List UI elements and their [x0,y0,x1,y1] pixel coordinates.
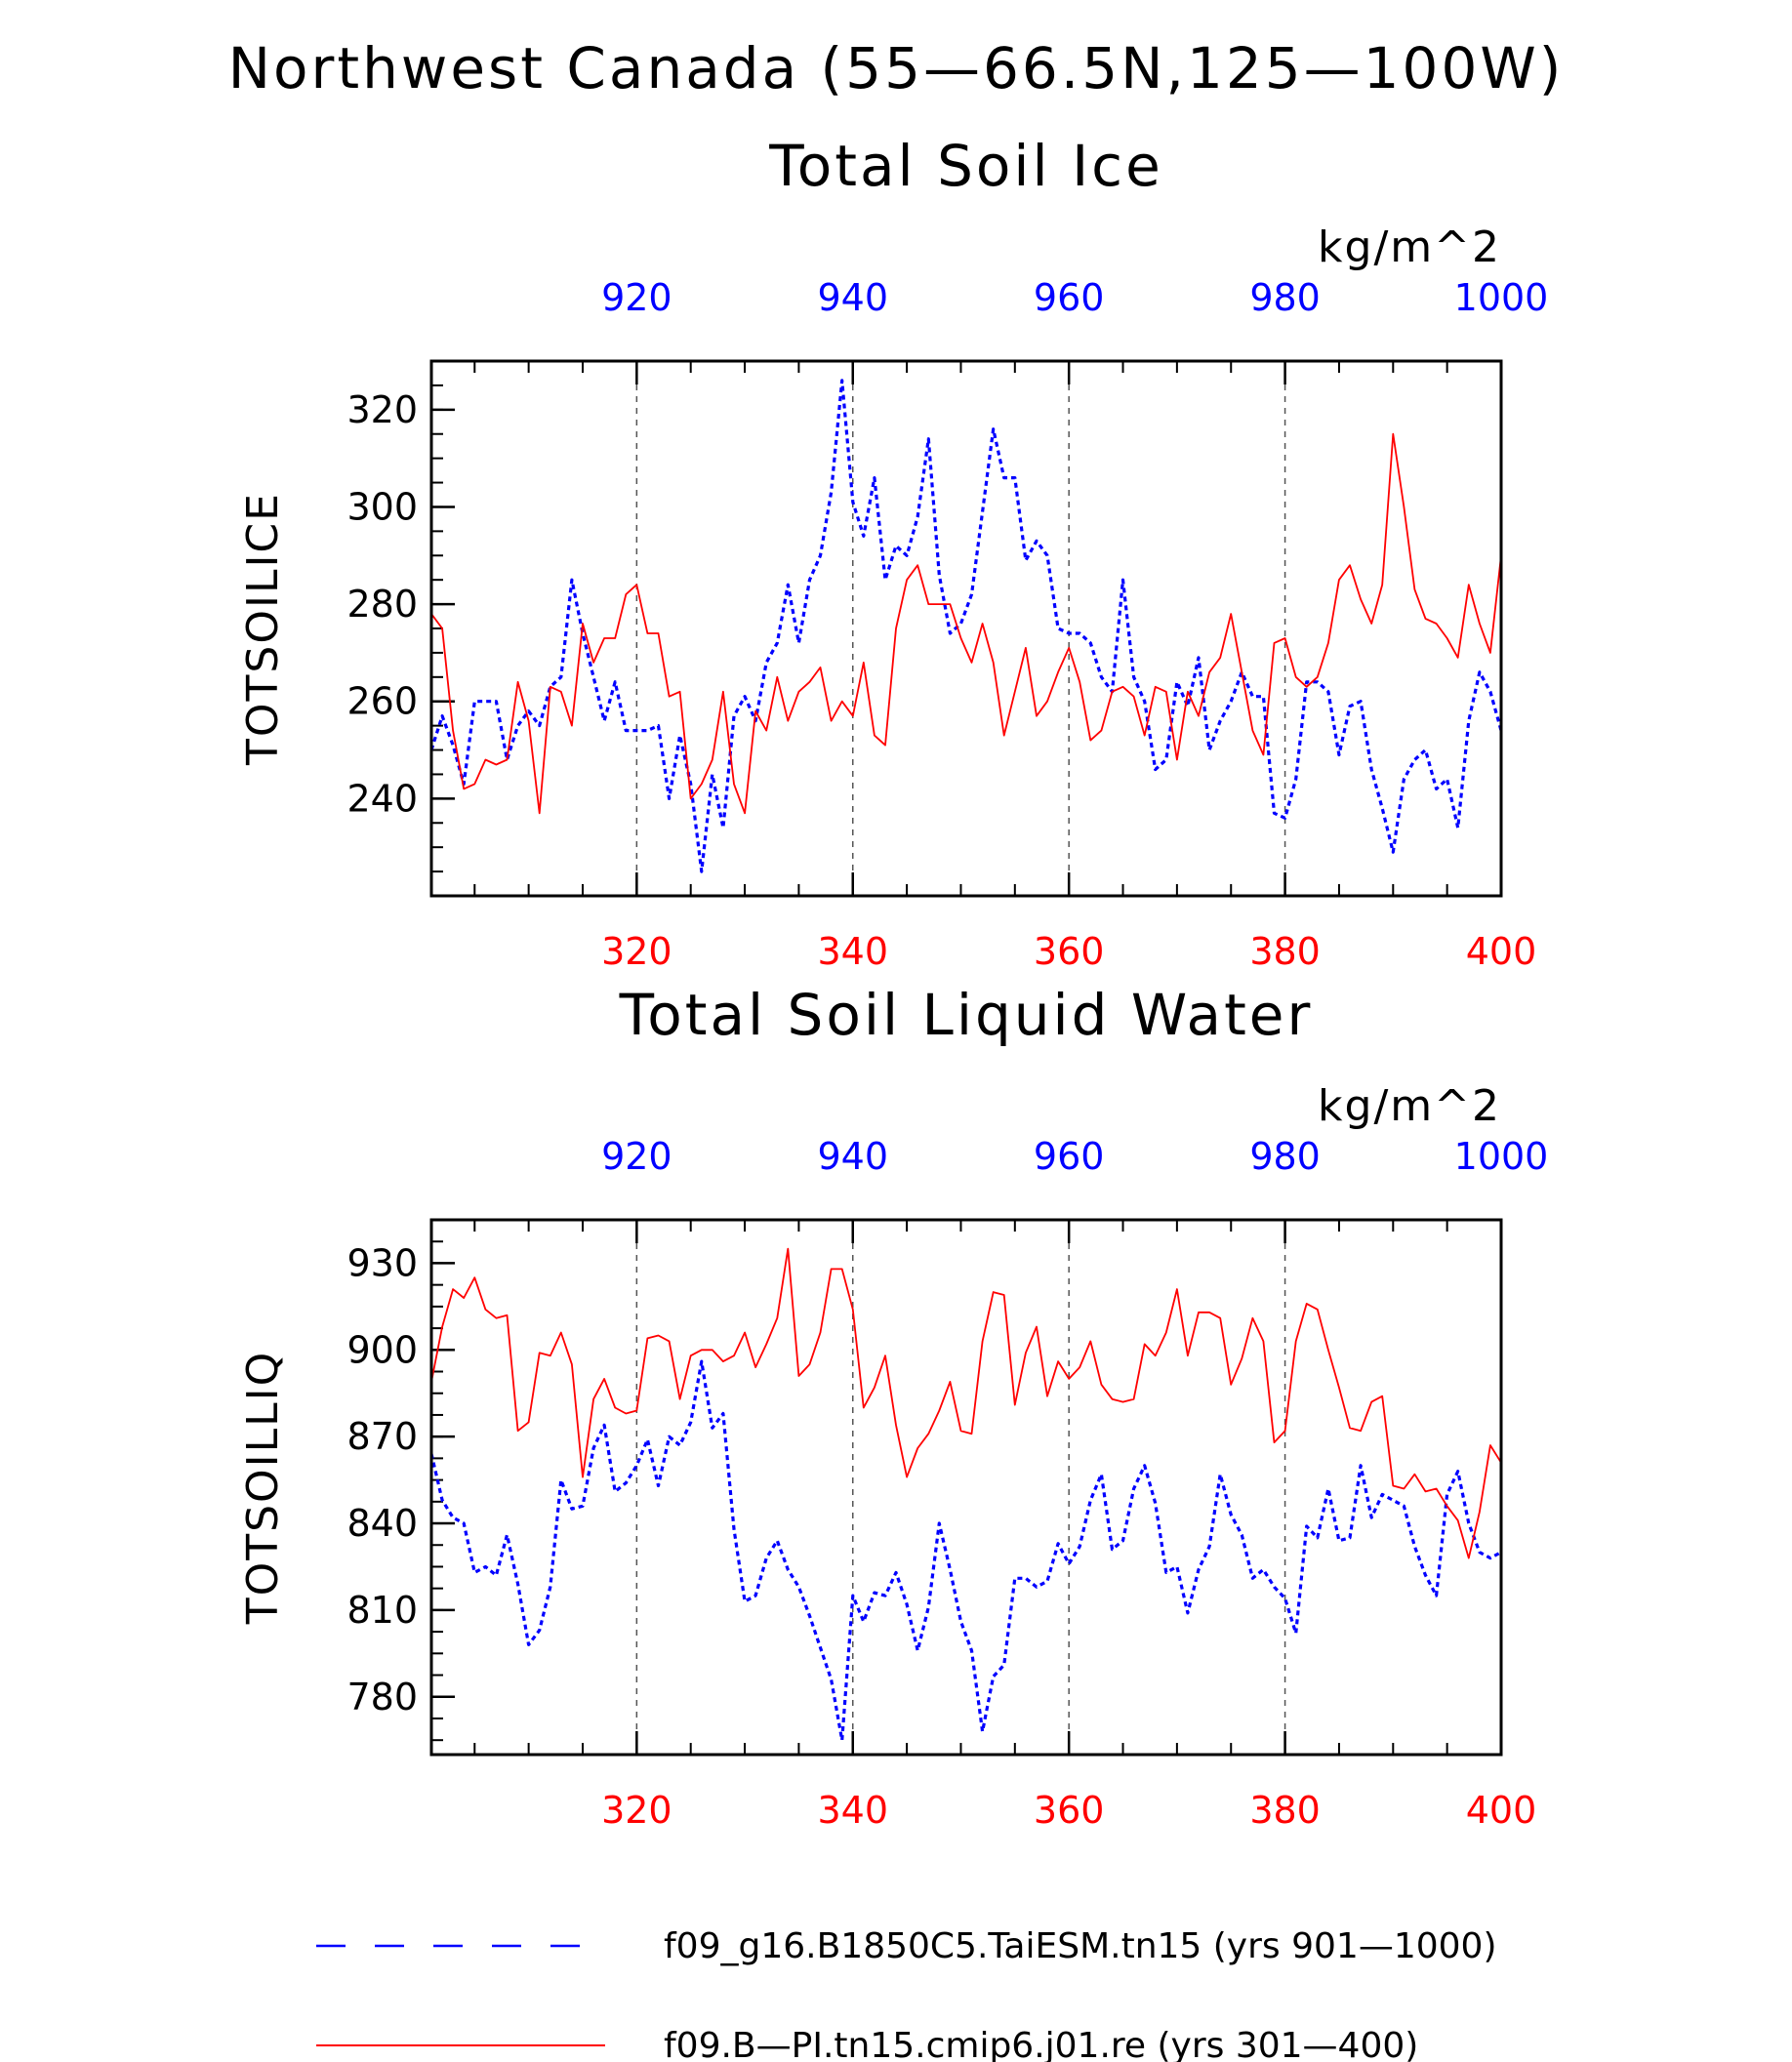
x-tick-label: 360 [1034,1789,1105,1832]
y-tick-label: 320 [346,388,418,431]
legend: f09_g16.B1850C5.TaiESM.tn15 (yrs 901—100… [316,1926,1497,2062]
units-label: kg/m^2 [1318,1081,1501,1131]
x-tick-label: 380 [1249,1789,1321,1832]
x-top-tick-label: 960 [1034,1135,1105,1178]
plot-frame [429,1218,1503,1757]
y-tick-label: 840 [346,1502,418,1545]
y-tick-label: 780 [346,1676,418,1718]
panel-title: Total Soil Liquid Water [619,982,1314,1048]
plot-frame [429,359,1503,898]
y-tick-label: 900 [346,1328,418,1371]
x-tick-label: 380 [1249,930,1321,973]
x-tick-label: 400 [1466,1789,1537,1832]
y-tick-label: 280 [346,583,418,626]
x-tick-label: 360 [1034,930,1105,973]
y-axis-label: TOTSOILLIQ [238,1351,288,1626]
x-top-tick-label: 980 [1249,276,1321,319]
x-top-tick-label: 960 [1034,276,1105,319]
panel-title: Total Soil Ice [768,133,1163,199]
y-tick-label: 300 [346,485,418,528]
x-top-tick-label: 980 [1249,1135,1321,1178]
x-top-tick-label: 920 [601,276,672,319]
panel-1: Total Soil Ice kg/m^2 320 340 360 380 400 920 94… [238,133,1548,973]
x-tick-label: 320 [601,1789,672,1832]
y-tick-label: 260 [346,680,418,723]
x-top-tick-label: 920 [601,1135,672,1178]
figure-title: Northwest Canada (55—66.5N,125—100W) [228,35,1565,101]
x-top-tick-label: 1000 [1454,1135,1549,1178]
y-tick-label: 930 [346,1241,418,1284]
series-line-taiesm [429,379,1503,873]
x-top-tick-label: 940 [817,276,888,319]
x-top-tick-label: 1000 [1454,276,1549,319]
y-tick-label: 870 [346,1415,418,1458]
panels: Total Soil Ice kg/m^2 320 340 360 380 400 920 94… [238,133,1548,1832]
y-tick-label: 240 [346,777,418,820]
x-tick-label: 340 [817,930,888,973]
legend-label: f09.B—PI.tn15.cmip6.j01.re (yrs 301—400) [664,2026,1418,2062]
series-line-taiesm [429,1359,1502,1742]
series-line-cmip6 [430,432,1502,815]
units-label: kg/m^2 [1318,222,1501,272]
x-tick-label: 400 [1466,930,1537,973]
series-line-cmip6 [430,1247,1502,1559]
y-axis-label: TOTSOILICE [238,492,288,766]
legend-label: f09_g16.B1850C5.TaiESM.tn15 (yrs 901—100… [664,1926,1497,1966]
x-tick-label: 340 [817,1789,888,1832]
x-tick-label: 320 [601,930,672,973]
y-tick-label: 810 [346,1589,418,1632]
x-top-tick-label: 940 [817,1135,888,1178]
